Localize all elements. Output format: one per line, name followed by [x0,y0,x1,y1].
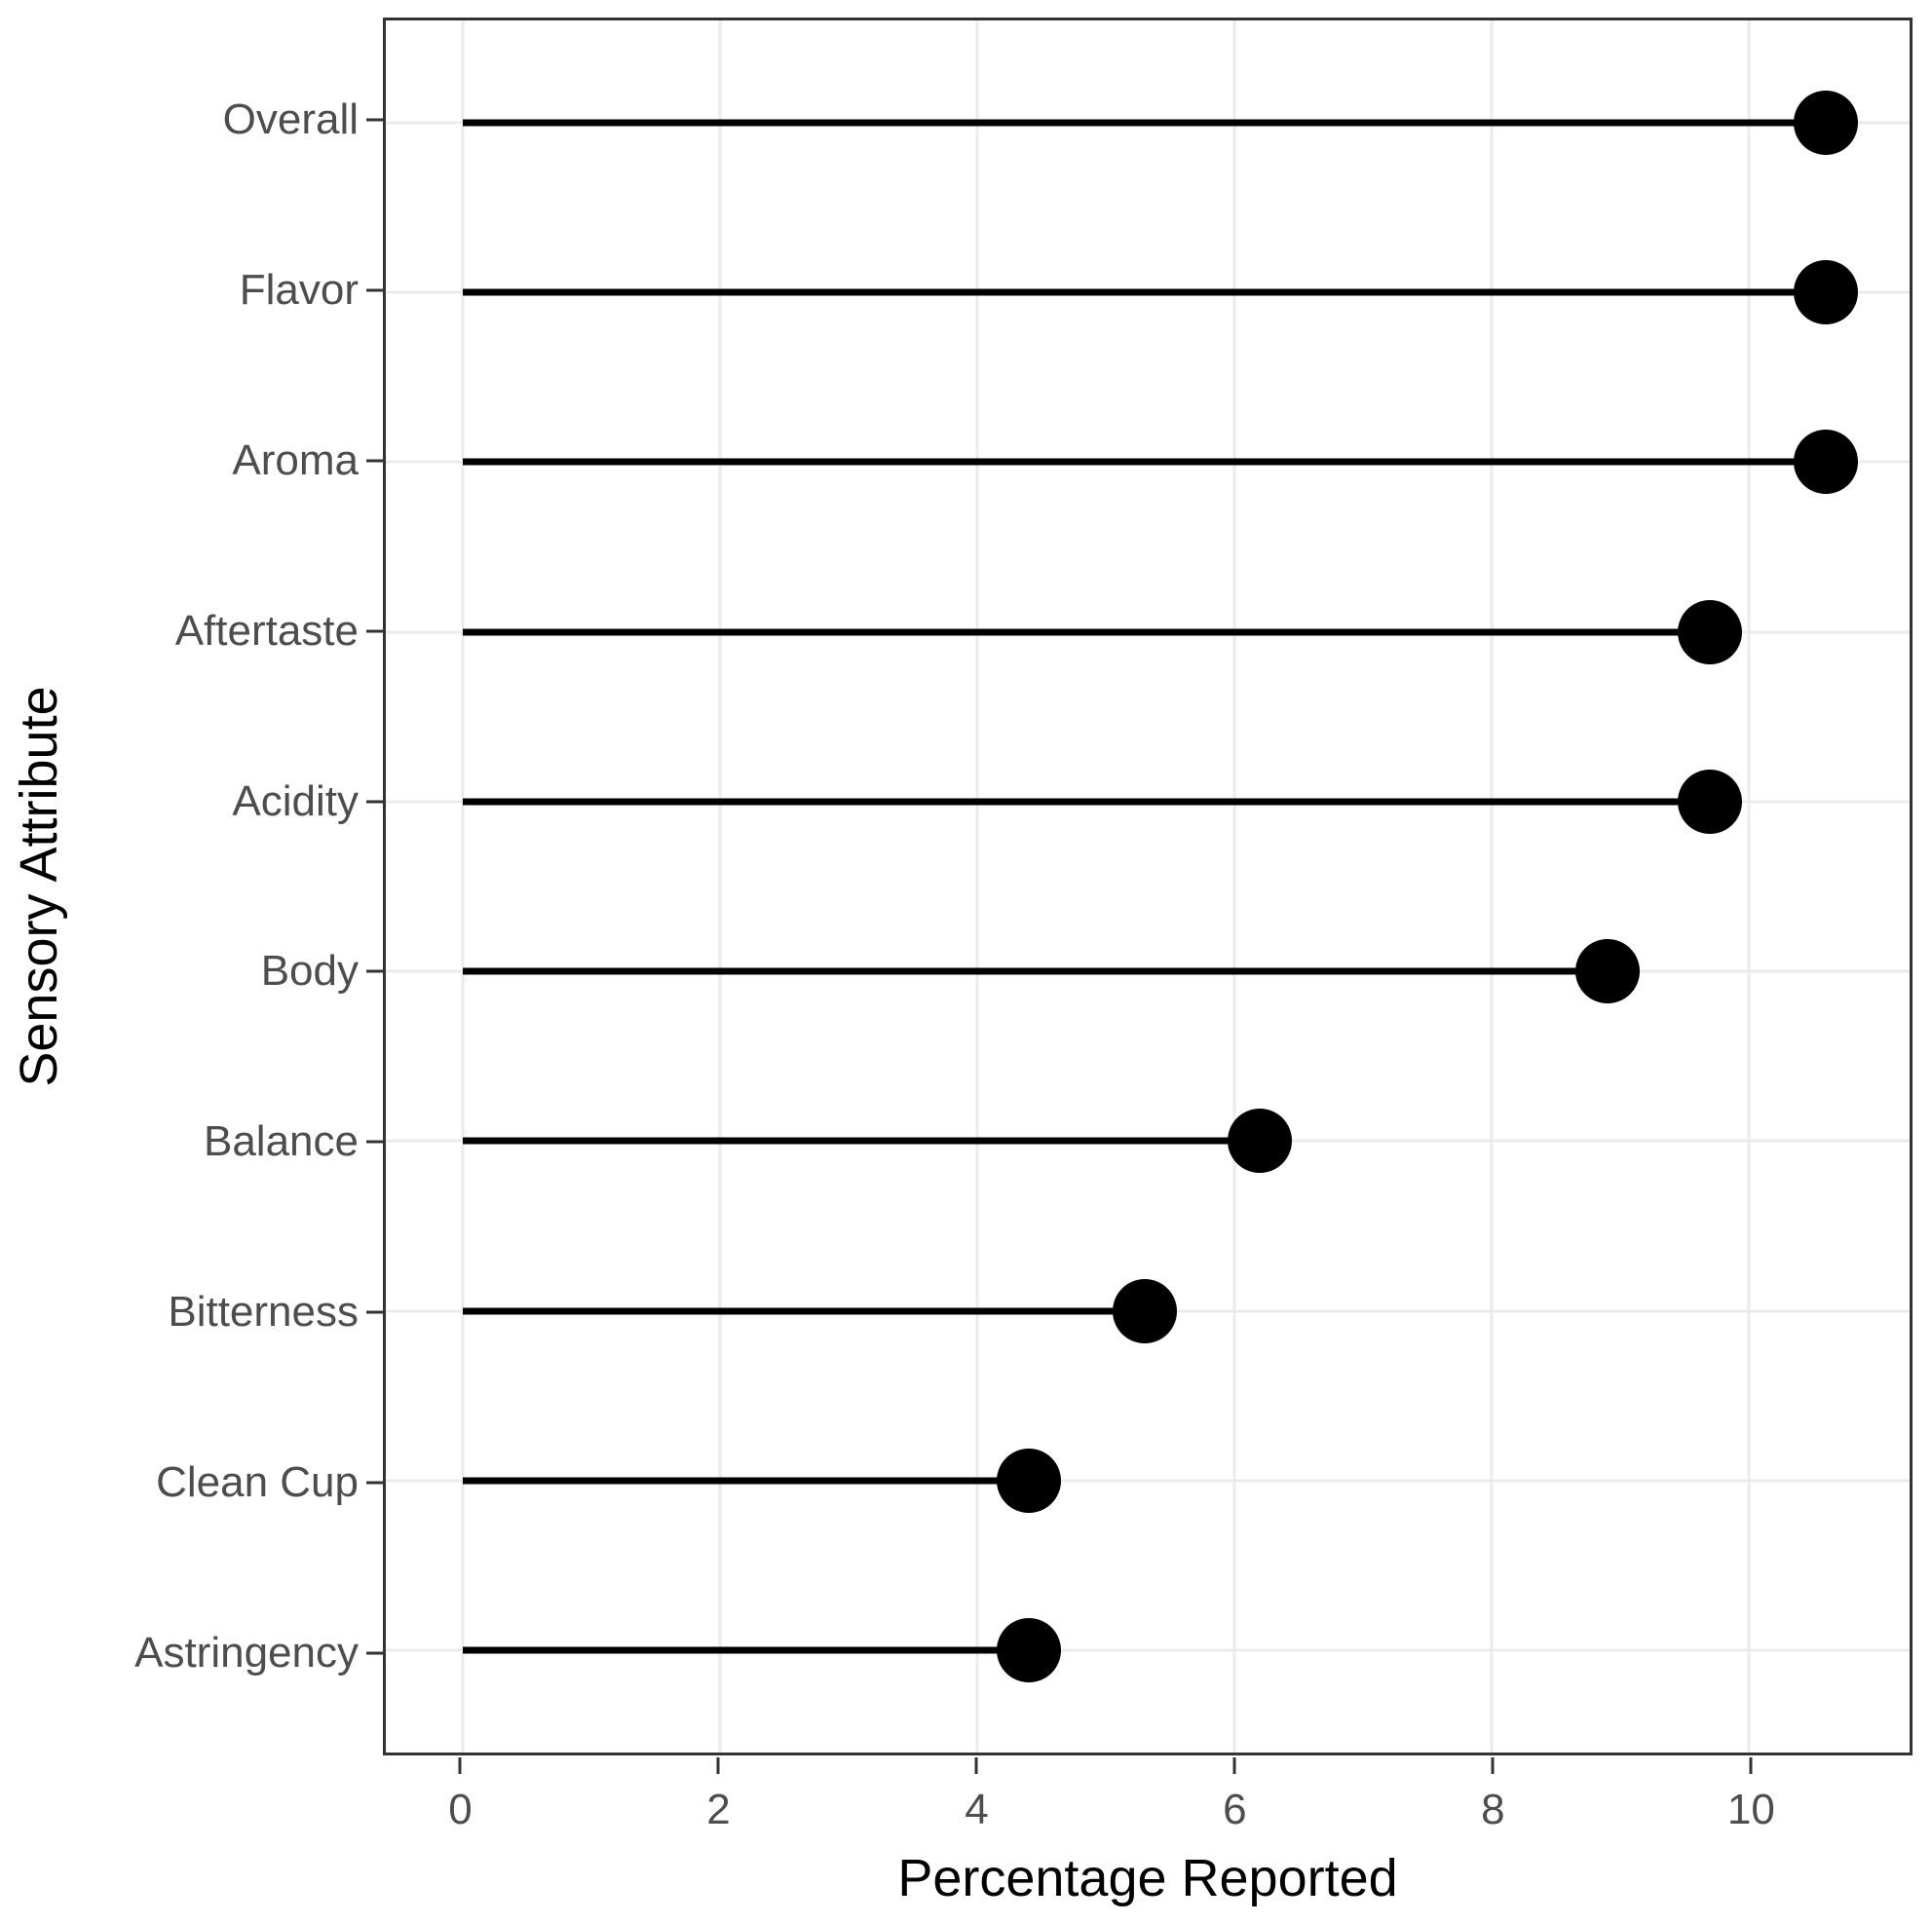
lollipop-stem [463,1646,1029,1654]
lollipop-stem [463,288,1827,296]
y-tick-mark [366,288,383,292]
x-tick-mark [1232,1757,1236,1774]
y-tick-mark [366,969,383,973]
y-category-label: Astringency [134,1629,359,1678]
x-tick-mark [458,1757,462,1774]
lollipop-dot [1574,939,1640,1004]
lollipop-stem [463,458,1827,466]
y-category-label: Clean Cup [156,1458,359,1507]
lollipop-dot [996,1618,1061,1683]
x-tick-mark [974,1757,978,1774]
lollipop-dot [1228,1109,1293,1174]
v-gridline [1490,20,1494,1753]
lollipop-stem [463,1137,1261,1145]
lollipop-stem [463,798,1711,806]
v-gridline [1232,20,1236,1753]
lollipop-dot [1112,1278,1177,1343]
y-category-label: Acidity [232,776,359,825]
y-tick-mark [366,629,383,633]
lollipop-stem [463,628,1711,636]
x-tick-label: 6 [1223,1786,1247,1833]
y-tick-mark [366,459,383,463]
x-tick-mark [716,1757,720,1774]
y-tick-mark [366,118,383,122]
lollipop-dot [1794,430,1859,495]
y-category-label: Overall [222,94,359,143]
v-gridline [975,20,979,1753]
y-category-label: Balance [203,1117,359,1166]
y-category-label: Aftertaste [174,606,359,655]
x-tick-label: 8 [1481,1786,1505,1833]
lollipop-stem [463,119,1827,127]
y-category-label: Flavor [239,265,359,314]
plot-panel [383,18,1913,1755]
v-gridline [461,20,465,1753]
h-gridline [386,1648,1910,1652]
x-tick-label: 10 [1726,1786,1775,1833]
y-tick-mark [366,1310,383,1314]
y-tick-mark [366,800,383,804]
y-tick-mark [366,1140,383,1144]
x-axis-title: Percentage Reported [897,1849,1398,1907]
y-tick-mark [366,1651,383,1655]
y-axis-title: Sensory Attribute [10,686,68,1087]
v-gridline [1747,20,1751,1753]
x-tick-label: 4 [965,1786,989,1833]
x-tick-mark [1491,1757,1495,1774]
x-tick-label: 2 [706,1786,731,1833]
y-category-label: Bitterness [168,1288,359,1337]
x-tick-label: 0 [448,1786,473,1833]
y-tick-mark [366,1481,383,1485]
lollipop-stem [463,1477,1029,1485]
lollipop-dot [1678,769,1743,834]
lollipop-dot [1794,90,1859,155]
h-gridline [386,1479,1910,1483]
v-gridline [718,20,722,1753]
lollipop-stem [463,967,1608,975]
lollipop-dot [1794,259,1859,324]
lollipop-stem [463,1307,1145,1315]
lollipop-dot [996,1449,1061,1514]
x-tick-mark [1749,1757,1753,1774]
y-category-label: Body [260,947,359,996]
y-category-label: Aroma [232,435,359,484]
lollipop-dot [1678,599,1743,664]
